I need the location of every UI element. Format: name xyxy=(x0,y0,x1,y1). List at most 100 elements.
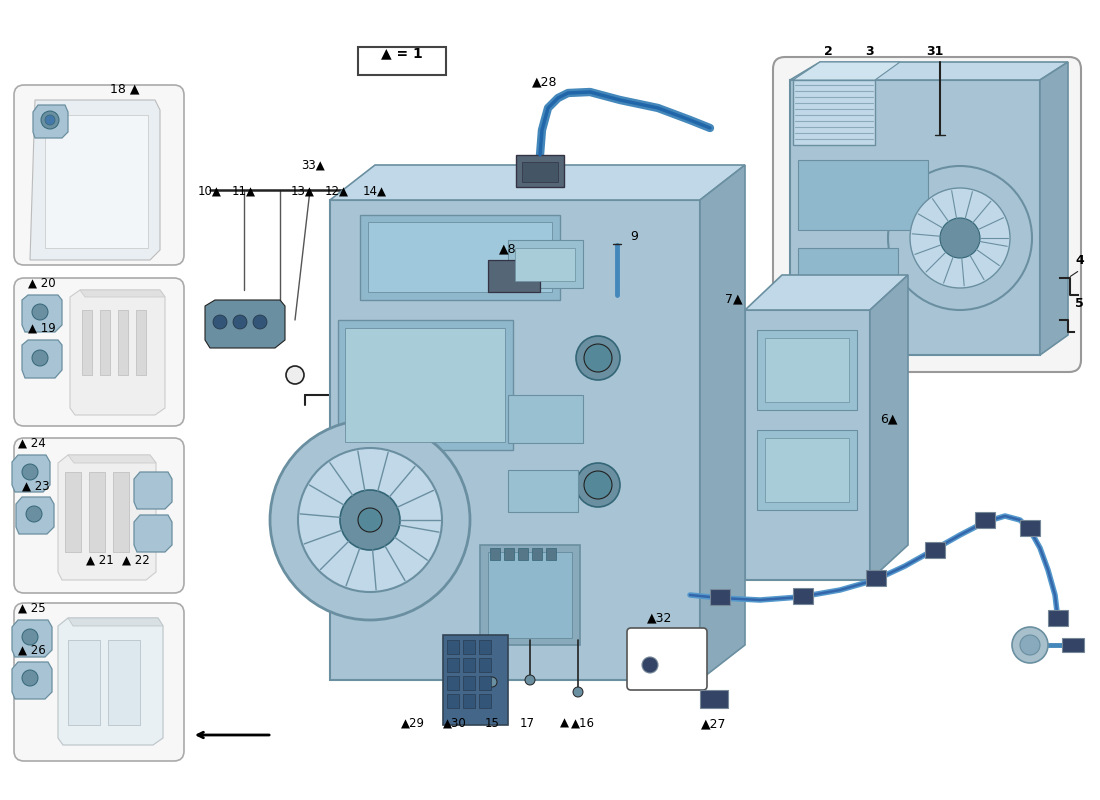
Circle shape xyxy=(22,464,38,480)
FancyBboxPatch shape xyxy=(773,57,1081,372)
Bar xyxy=(508,395,583,443)
Polygon shape xyxy=(68,455,156,463)
Circle shape xyxy=(22,629,38,645)
FancyBboxPatch shape xyxy=(14,603,184,761)
Bar xyxy=(368,222,552,292)
Text: 14▲: 14▲ xyxy=(363,185,387,198)
Polygon shape xyxy=(790,62,1068,80)
Polygon shape xyxy=(58,455,156,580)
Circle shape xyxy=(888,166,1032,310)
Bar xyxy=(478,676,491,690)
Polygon shape xyxy=(16,497,54,534)
Bar xyxy=(136,310,146,375)
Text: ▲ 21: ▲ 21 xyxy=(86,554,114,567)
FancyBboxPatch shape xyxy=(14,85,184,265)
Bar xyxy=(89,472,104,552)
Bar xyxy=(757,330,857,410)
Circle shape xyxy=(340,490,400,550)
Text: ▲16: ▲16 xyxy=(571,717,595,730)
Text: ▲ 22: ▲ 22 xyxy=(122,554,150,567)
Polygon shape xyxy=(30,100,159,260)
Text: ▲ 23: ▲ 23 xyxy=(22,480,50,493)
Text: ▲ = 1: ▲ = 1 xyxy=(381,46,422,60)
Polygon shape xyxy=(22,340,62,378)
Circle shape xyxy=(45,115,55,125)
Bar xyxy=(710,589,730,605)
Circle shape xyxy=(584,344,612,372)
Bar xyxy=(100,310,110,375)
Text: ▲: ▲ xyxy=(560,717,569,730)
Bar xyxy=(478,694,491,708)
Circle shape xyxy=(358,508,382,532)
Text: 10▲: 10▲ xyxy=(198,185,222,198)
FancyBboxPatch shape xyxy=(14,438,184,593)
Text: a passion...: a passion... xyxy=(410,507,570,583)
Polygon shape xyxy=(870,275,907,580)
Text: 17: 17 xyxy=(519,717,535,730)
Text: ▲ 20: ▲ 20 xyxy=(28,277,56,290)
Bar xyxy=(488,260,540,292)
Text: ▲8: ▲8 xyxy=(499,242,517,255)
Bar xyxy=(516,155,564,187)
Bar xyxy=(700,690,728,708)
Bar xyxy=(508,470,578,512)
Polygon shape xyxy=(205,300,285,348)
Text: 3: 3 xyxy=(866,45,874,58)
Polygon shape xyxy=(330,200,700,680)
Polygon shape xyxy=(22,295,62,332)
Circle shape xyxy=(32,304,48,320)
Polygon shape xyxy=(1040,62,1068,355)
Bar xyxy=(82,310,92,375)
Text: 11▲: 11▲ xyxy=(232,185,256,198)
Text: ▲32: ▲32 xyxy=(647,611,673,624)
Circle shape xyxy=(584,471,612,499)
Bar xyxy=(546,548,556,560)
Text: ▲ 19: ▲ 19 xyxy=(28,322,56,335)
Bar xyxy=(866,570,886,586)
Polygon shape xyxy=(70,290,165,415)
Circle shape xyxy=(910,188,1010,288)
Bar xyxy=(515,248,575,281)
Circle shape xyxy=(26,506,42,522)
Circle shape xyxy=(525,675,535,685)
Bar xyxy=(118,310,128,375)
Polygon shape xyxy=(33,105,68,138)
Polygon shape xyxy=(134,515,172,552)
Bar xyxy=(522,162,558,182)
Circle shape xyxy=(233,315,248,329)
Polygon shape xyxy=(134,472,172,509)
Circle shape xyxy=(286,366,304,384)
Bar xyxy=(478,640,491,654)
Circle shape xyxy=(576,463,620,507)
Text: ▲27: ▲27 xyxy=(702,717,727,730)
Text: 4: 4 xyxy=(1075,254,1084,267)
Bar xyxy=(463,658,475,672)
Polygon shape xyxy=(12,455,50,492)
Text: 6▲: 6▲ xyxy=(880,412,898,425)
Text: ▲ 25: ▲ 25 xyxy=(18,602,45,615)
Text: 15: 15 xyxy=(485,717,499,730)
Bar xyxy=(504,548,514,560)
Circle shape xyxy=(573,687,583,697)
Text: euro
carparts
ce: euro carparts ce xyxy=(329,226,751,594)
Text: 5: 5 xyxy=(1075,297,1084,310)
Bar xyxy=(518,548,528,560)
Text: 2: 2 xyxy=(824,45,833,58)
Bar xyxy=(532,548,542,560)
Polygon shape xyxy=(58,618,163,745)
Bar xyxy=(338,320,513,450)
Circle shape xyxy=(1012,627,1048,663)
Circle shape xyxy=(32,350,48,366)
Bar xyxy=(490,548,500,560)
Circle shape xyxy=(298,448,442,592)
Polygon shape xyxy=(745,275,908,310)
Text: ▲30: ▲30 xyxy=(443,717,466,730)
Bar xyxy=(68,640,100,725)
Text: ▲28: ▲28 xyxy=(532,75,558,88)
Polygon shape xyxy=(700,165,745,680)
Bar xyxy=(345,328,505,442)
Text: 7▲: 7▲ xyxy=(725,292,742,305)
Bar xyxy=(480,545,580,645)
Polygon shape xyxy=(80,290,165,297)
Bar xyxy=(443,635,508,725)
